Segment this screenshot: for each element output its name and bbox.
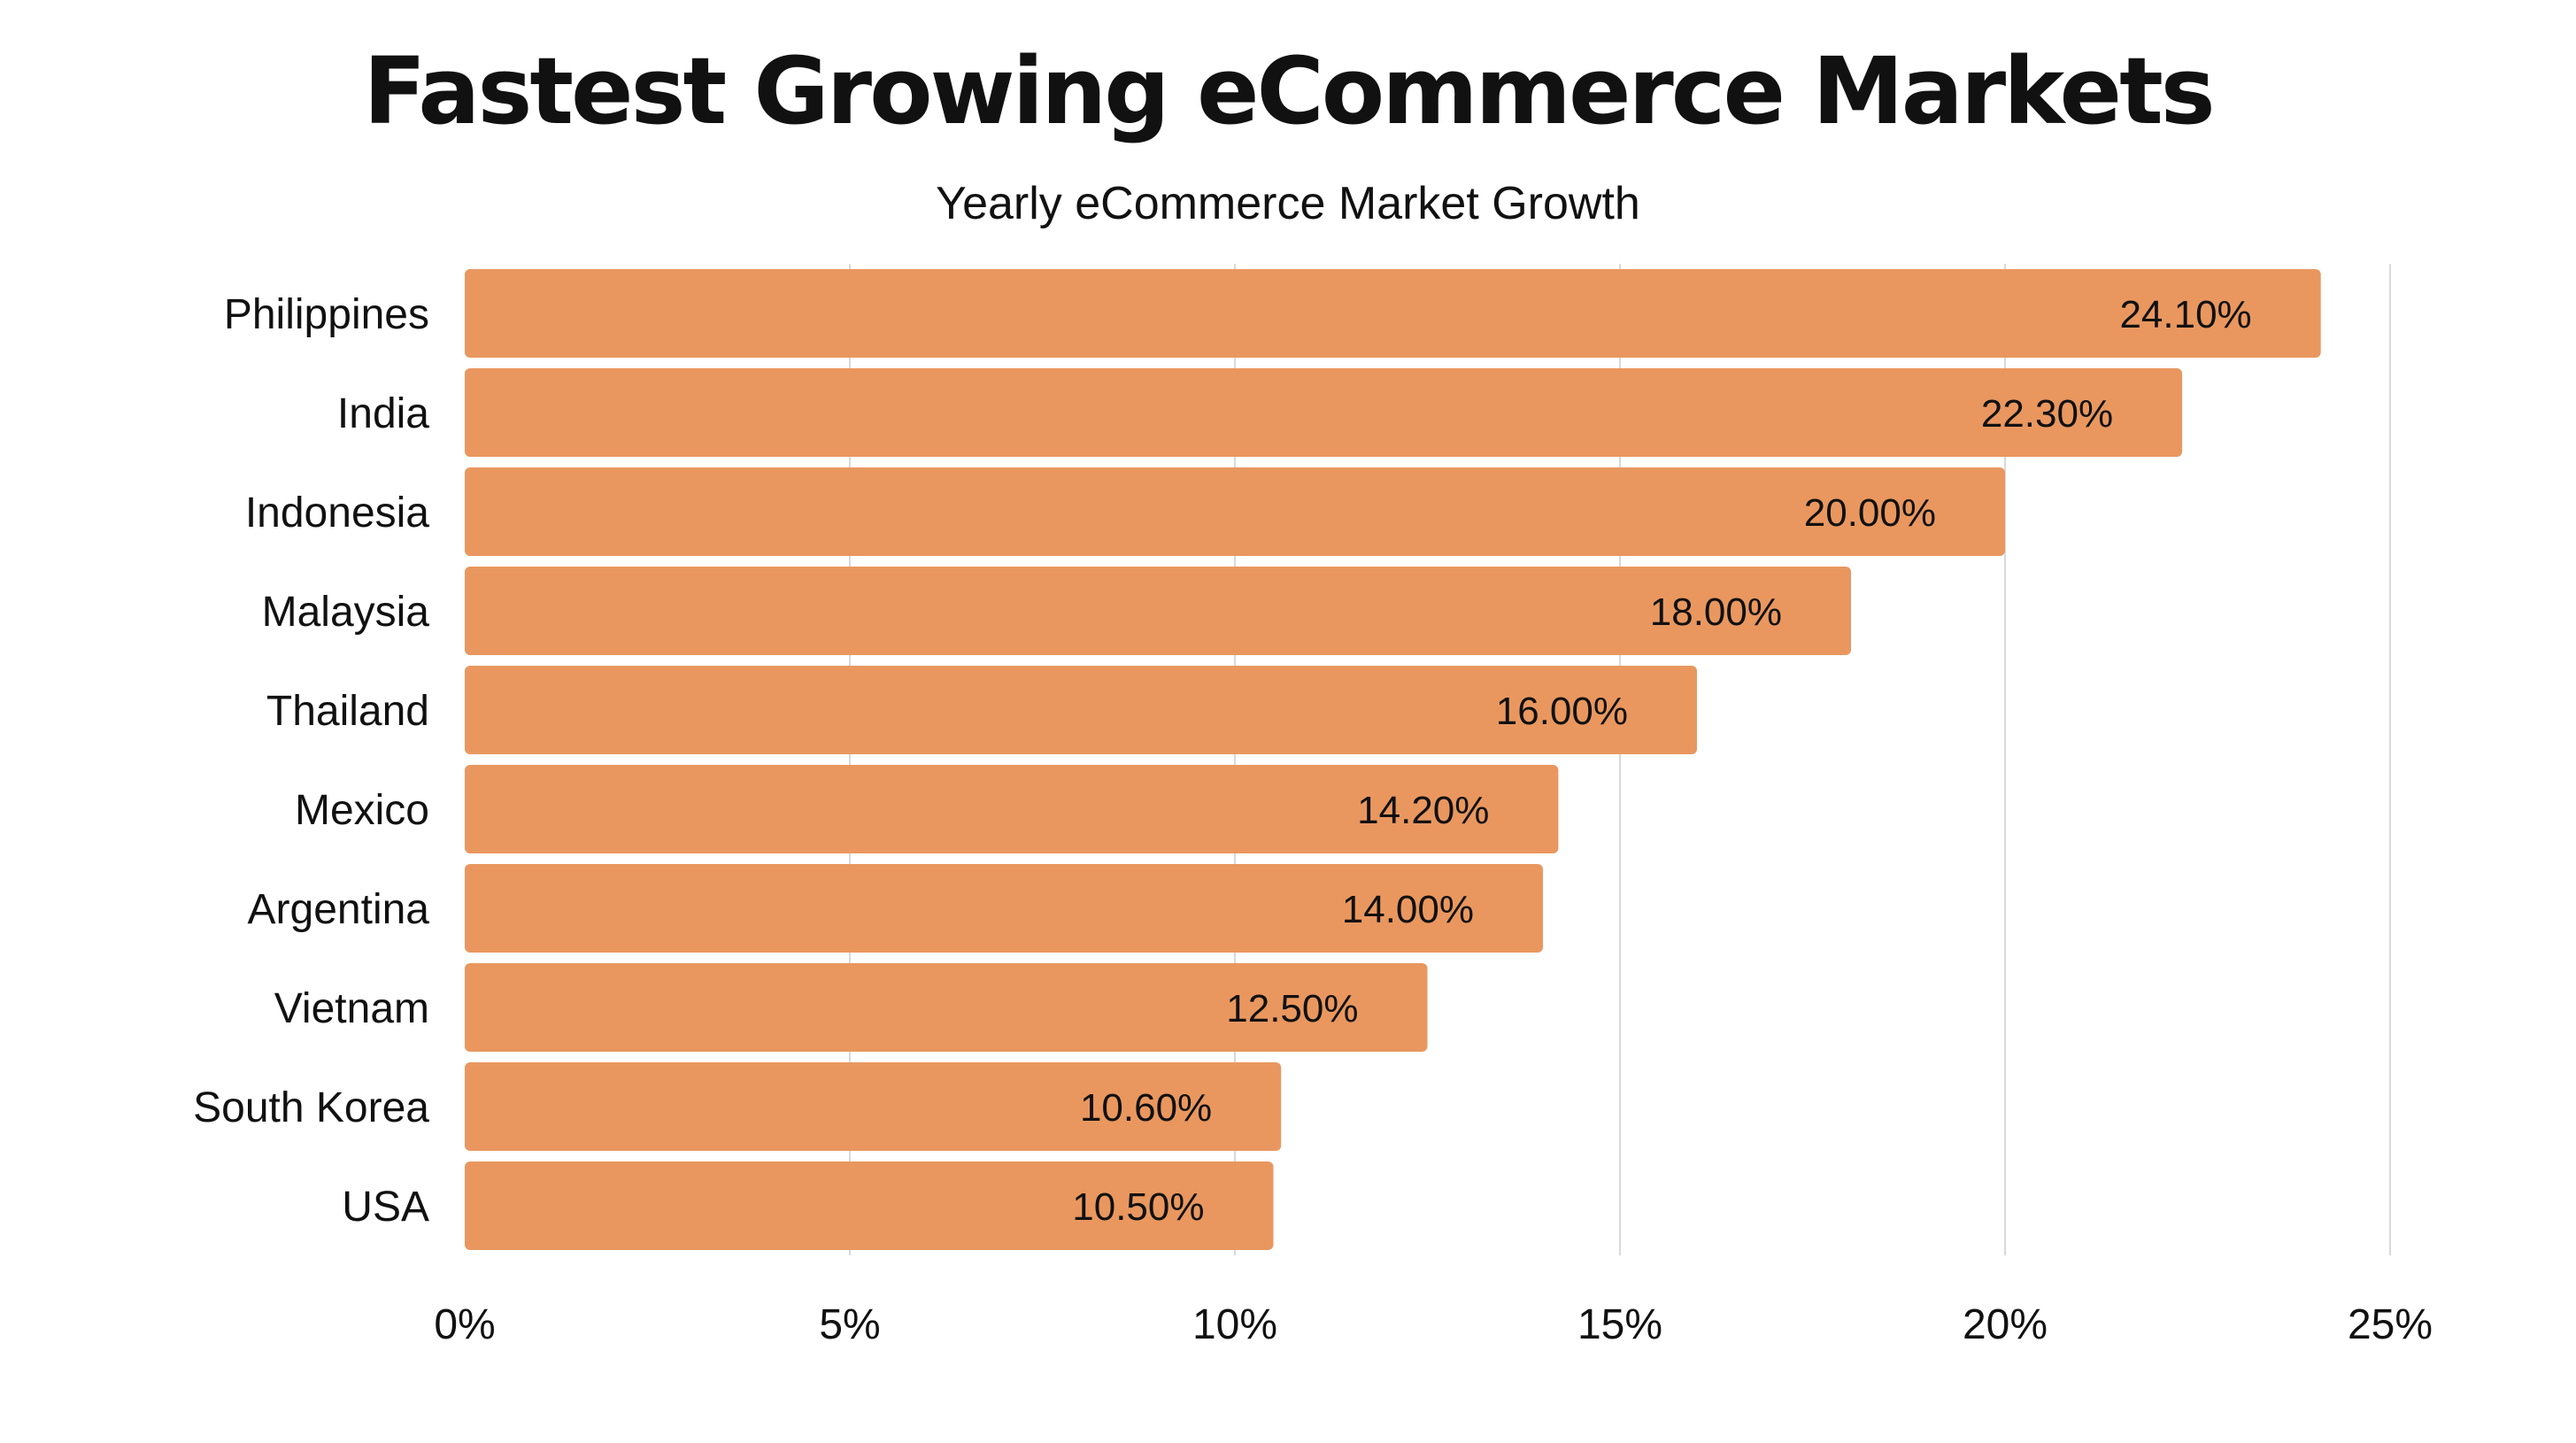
category-label: South Korea (193, 1084, 429, 1131)
bar (465, 1062, 1282, 1151)
x-axis-tick-labels: 0% 5% 10% 15% 20% 25% (434, 1301, 2433, 1348)
category-label: Thailand (266, 688, 429, 735)
bar-value-label: 12.50% (1226, 987, 1358, 1030)
bar-value-label: 16.00% (1496, 690, 1628, 733)
bar-value-label: 24.10% (2119, 293, 2251, 336)
bars (465, 269, 2321, 1250)
bar (465, 467, 2005, 556)
category-label: Argentina (248, 886, 430, 933)
x-tick-label: 15% (1577, 1301, 1662, 1348)
bar-value-label: 18.00% (1650, 590, 1782, 634)
x-tick-label: 20% (1963, 1301, 2048, 1348)
category-labels: Philippines India Indonesia Malaysia Thailan… (193, 291, 429, 1231)
category-label: Indonesia (245, 490, 429, 536)
bar (465, 269, 2321, 358)
bar (465, 765, 1559, 853)
value-labels: 24.10% 22.30% 20.00% 18.00% 16.00% 14.20% 14.0… (1072, 293, 2251, 1229)
bar-value-label: 20.00% (1804, 491, 1936, 535)
x-tick-label: 25% (2348, 1301, 2433, 1348)
bar (465, 963, 1428, 1052)
category-label: Vietnam (274, 985, 429, 1032)
bar (465, 1161, 1274, 1250)
bar-value-label: 14.20% (1357, 789, 1489, 832)
bar (465, 666, 1697, 754)
bar (465, 567, 1851, 655)
x-tick-label: 0% (434, 1301, 495, 1348)
bar-value-label: 22.30% (1981, 392, 2113, 436)
x-tick-label: 10% (1192, 1301, 1277, 1348)
bar (465, 368, 2183, 457)
category-label: USA (342, 1184, 429, 1231)
x-tick-label: 5% (819, 1301, 880, 1348)
category-label: Philippines (224, 291, 429, 338)
bar (465, 864, 1543, 953)
chart-title: Fastest Growing eCommerce Markets (363, 37, 2215, 145)
category-label: India (337, 390, 429, 437)
bar-value-label: 10.50% (1072, 1185, 1204, 1229)
category-label: Mexico (295, 787, 429, 834)
category-label: Malaysia (262, 589, 430, 636)
bar-value-label: 14.00% (1342, 888, 1474, 931)
chart-subtitle: Yearly eCommerce Market Growth (936, 178, 1640, 229)
bar-value-label: 10.60% (1080, 1086, 1212, 1130)
